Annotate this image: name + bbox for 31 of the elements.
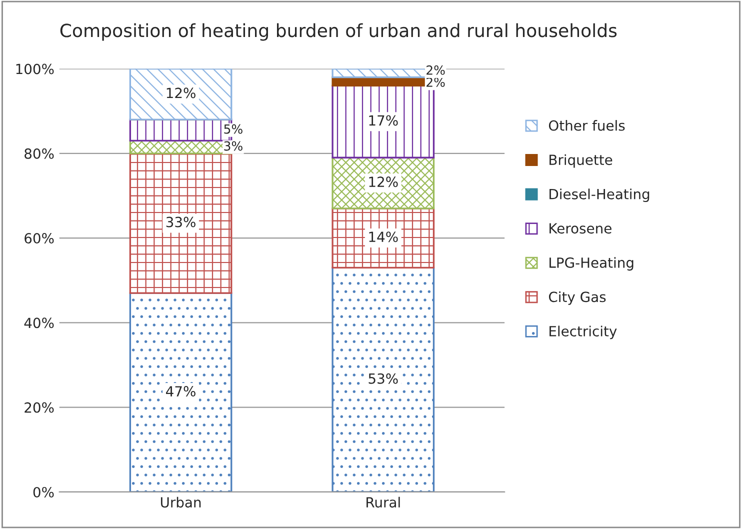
data-label: 47% (166, 386, 196, 397)
data-label: 5% (224, 124, 242, 134)
data-label: 12% (369, 176, 398, 188)
legend-label: City Gas (548, 291, 606, 305)
data-label: 3% (224, 141, 242, 151)
bar (332, 208, 435, 269)
y-tick-label: 80% (24, 148, 54, 159)
data-label: 33% (166, 216, 196, 228)
legend-label: LPG-Heating (550, 257, 634, 271)
legend-label: Briquette (550, 154, 612, 168)
bar (129, 68, 232, 120)
legend-label: Kerosene (550, 223, 612, 234)
bar (129, 152, 232, 294)
data-label: 17% (369, 115, 398, 126)
x-tick-label: Urban (160, 496, 201, 508)
x-tick-label: Rural (366, 496, 400, 508)
y-tick-label: 100% (16, 64, 54, 74)
data-label: 2% (426, 65, 445, 75)
y-tick-label: 20% (24, 402, 54, 413)
legend-label: Electricity (550, 326, 617, 340)
bar (129, 292, 232, 492)
legend-label: Diesel-Heating (550, 188, 650, 202)
y-tick-label: 60% (24, 233, 54, 244)
bar (332, 266, 435, 492)
data-label: 53% (368, 373, 398, 384)
y-tick-label: 40% (24, 318, 54, 328)
data-label: 12% (166, 88, 196, 98)
chart-title: Composition of heating burden of urban and rural households (60, 23, 617, 41)
data-label: 14% (369, 232, 398, 242)
y-tick-label: 0% (33, 486, 54, 498)
legend-label: Other fuels (548, 120, 625, 131)
